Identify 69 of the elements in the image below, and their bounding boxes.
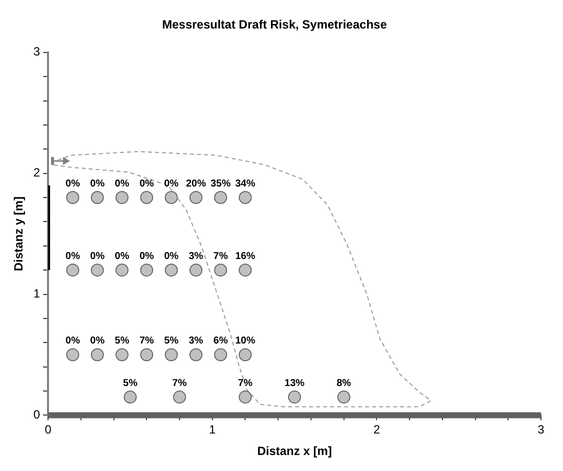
x-axis-title: Distanz x [m]	[257, 444, 332, 458]
point	[90, 264, 104, 277]
annotation: 0%	[90, 178, 105, 190]
point	[189, 191, 202, 204]
point	[66, 264, 80, 277]
annotation: 0%	[90, 335, 105, 346]
annotation: 0%	[65, 335, 80, 346]
point	[164, 191, 178, 204]
annotation: 0%	[114, 178, 130, 190]
point	[140, 191, 154, 204]
y-axis-title: Distanz y [m]	[12, 196, 26, 272]
point	[238, 390, 252, 404]
x-tick-label: 2	[373, 422, 380, 437]
annotation: 7%	[238, 378, 253, 389]
annotation: 8%	[336, 378, 352, 389]
x-tick-label: 3	[538, 422, 545, 437]
point	[116, 264, 129, 277]
annotation: 0%	[139, 178, 154, 190]
point	[116, 348, 129, 362]
point	[214, 348, 228, 362]
annotation: 3%	[188, 250, 204, 262]
point	[140, 348, 154, 362]
point	[116, 191, 129, 204]
annotation: 35%	[210, 178, 231, 190]
point	[66, 348, 80, 362]
annotation: 10%	[235, 335, 256, 346]
point	[90, 191, 104, 204]
point	[66, 191, 80, 204]
annotation: 0%	[90, 250, 105, 262]
point	[164, 348, 178, 362]
point	[238, 191, 252, 204]
point	[90, 348, 104, 362]
y-tick-label: 1	[33, 286, 40, 301]
point	[189, 264, 202, 277]
chart-title: Messresultat Draft Risk, Symetrieachse	[162, 18, 388, 32]
annotation: 0%	[164, 250, 179, 262]
annotation: 20%	[186, 178, 206, 190]
annotation: 7%	[213, 250, 228, 262]
point	[214, 191, 228, 204]
x-tick-label: 0	[44, 422, 52, 437]
y-tick-label: 0	[33, 408, 40, 422]
annotation: 16%	[235, 250, 256, 262]
point	[164, 264, 178, 277]
y-tick-label: 3	[33, 44, 40, 59]
annotation: 0%	[114, 250, 130, 262]
x-tick-label: 1	[209, 422, 216, 437]
annotation: 5%	[123, 378, 138, 389]
point	[173, 390, 186, 404]
point	[189, 348, 202, 362]
point	[288, 390, 302, 404]
annotation: 34%	[235, 178, 256, 190]
point	[238, 348, 252, 362]
point	[124, 390, 137, 404]
annotation: 5%	[114, 335, 130, 346]
annotation: 7%	[172, 378, 187, 389]
annotation: 5%	[164, 335, 179, 346]
annotation: 0%	[65, 250, 80, 262]
point	[214, 264, 228, 277]
annotation: 0%	[65, 178, 80, 190]
annotation: 6%	[213, 335, 228, 346]
point	[337, 390, 350, 404]
annotation: 3%	[188, 335, 204, 346]
point	[140, 264, 154, 277]
y-tick-label: 2	[33, 166, 40, 180]
annotation: 0%	[164, 178, 179, 190]
annotation: 13%	[284, 378, 305, 389]
annotation: 0%	[139, 250, 154, 262]
point	[238, 264, 252, 277]
annotation: 7%	[139, 335, 154, 346]
